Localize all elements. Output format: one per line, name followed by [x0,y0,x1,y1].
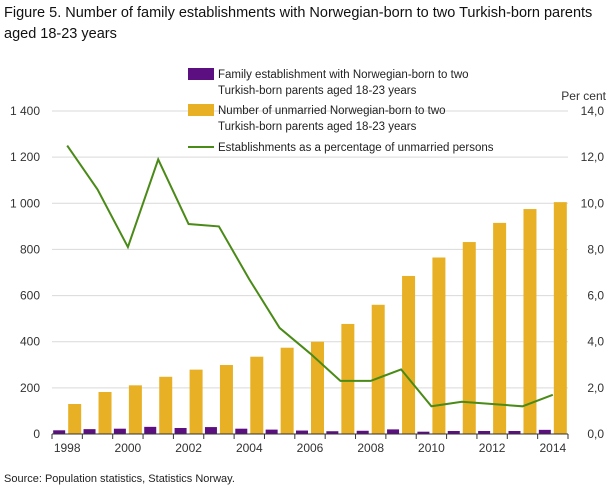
legend-label: Establishments as a percentage of unmarr… [218,142,494,154]
y-left-tick-label: 0 [33,427,40,441]
bar-unmarried [553,202,567,434]
bar-unmarried [523,209,537,434]
gridlines [52,110,568,389]
bar-unmarried [311,341,324,434]
y-left-tick-label: 1 000 [10,196,40,210]
bar-family-establishment [417,431,430,434]
bar-family-establishment [447,431,460,434]
y-right-tick-label: 6,0 [587,289,604,303]
bar-family-establishment [144,426,157,434]
legend-label: Number of unmarried Norwegian-born to tw… [218,105,446,117]
y-left-tick-label: 600 [20,289,40,303]
bar-family-establishment [83,429,96,434]
bar-family-establishment [53,430,66,434]
x-tick-label: 2004 [236,441,263,455]
x-tick-label: 2002 [175,441,202,455]
y-right-tick-label: 0,0 [587,427,604,441]
x-tick-label: 2014 [539,441,566,455]
bar-family-establishment [356,430,369,434]
legend-label: Family establishment with Norwegian-born… [218,69,469,81]
y-left-tick-label: 1 400 [10,104,40,118]
bar-family-establishment [296,430,308,434]
x-tick-label: 2012 [479,441,506,455]
bar-unmarried [250,356,264,434]
bar-unmarried [128,385,142,434]
y-left-tick-label: 1 200 [10,150,40,164]
legend-swatch [188,104,214,116]
y-left-tick-label: 800 [20,242,40,256]
source-note: Source: Population statistics, Statistic… [4,473,235,485]
bar-unmarried [98,392,112,434]
x-tick-label: 1998 [54,441,81,455]
bar-unmarried [462,242,476,434]
x-tick-label: 2000 [115,441,142,455]
bar-unmarried [219,365,233,434]
chart: 1998 2000 2002 2004 2006 2008 2010 2012 2014 0 20… [10,68,607,455]
bars [53,202,567,434]
chart-title: Figure 5. Number of family establishment… [4,5,593,42]
bar-family-establishment [113,428,126,434]
bar-family-establishment [326,431,339,434]
bar-unmarried [402,275,416,434]
bar-family-establishment [174,428,187,434]
bar-unmarried [68,404,82,434]
legend-swatch [188,68,214,80]
bar-unmarried [341,323,355,434]
y-right-tick-label: 14,0 [581,104,605,118]
bar-unmarried [159,376,173,434]
y-right-tick-label: 8,0 [587,242,604,256]
bar-unmarried [371,304,385,434]
legend-label: Turkish-born parents aged 18-23 years [218,121,417,133]
y-right-tick-label: 4,0 [587,335,604,349]
bar-family-establishment [235,428,248,434]
legend-label: Turkish-born parents aged 18-23 years [218,85,417,97]
bar-family-establishment [478,431,491,434]
right-axis-title: Per cent [561,89,606,103]
legend: Family establishment with Norwegian-born… [188,68,494,154]
bar-unmarried [432,257,446,434]
x-tick-label: 2006 [297,441,324,455]
bar-unmarried [493,222,507,434]
bar-unmarried [280,347,294,434]
bar-family-establishment [538,429,551,434]
x-tick-label: 2010 [418,441,445,455]
y-left-tick-label: 400 [20,335,40,349]
x-tick-label: 2008 [357,441,384,455]
bar-family-establishment [204,427,217,434]
bar-family-establishment [387,429,400,434]
bar-family-establishment [508,431,521,434]
y-right-tick-label: 12,0 [581,150,605,164]
y-right-tick-label: 10,0 [581,196,605,210]
bar-family-establishment [265,429,278,434]
y-left-tick-label: 200 [20,381,40,395]
left-axis-labels: 0 200 400 600 800 1 000 1 200 1 400 [10,104,40,441]
bar-unmarried [189,369,203,434]
x-axis-ticks: 1998 2000 2002 2004 2006 2008 2010 2012 2014 [51,434,569,455]
right-axis-labels: 0,0 2,0 4,0 6,0 8,0 10,0 12,0 14,0 [581,104,605,441]
percentage-line [66,145,554,408]
y-right-tick-label: 2,0 [587,381,604,395]
